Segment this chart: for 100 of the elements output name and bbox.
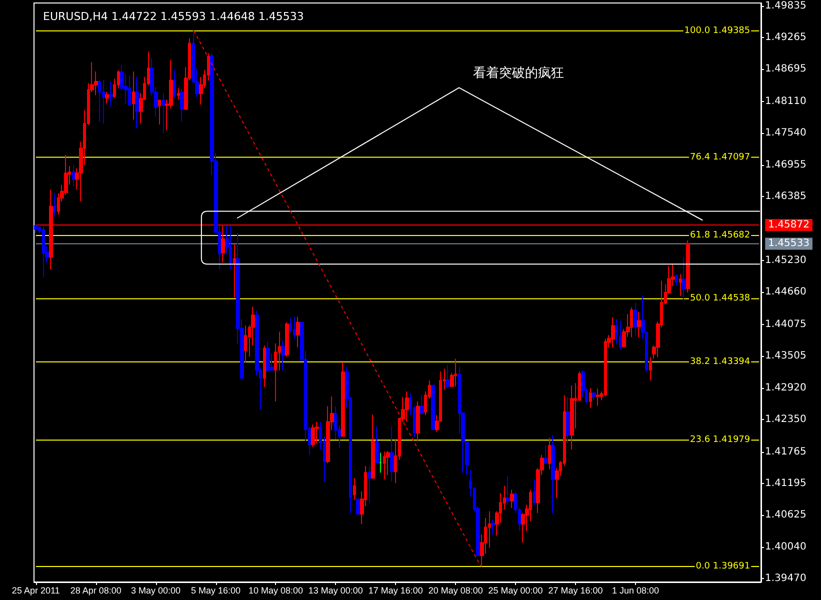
y-tick-label: 1.41195 bbox=[765, 478, 806, 489]
y-tick-label: 1.39470 bbox=[765, 573, 806, 584]
candlestick bbox=[296, 316, 300, 348]
candlestick bbox=[162, 92, 165, 134]
candlestick bbox=[266, 341, 270, 372]
candlestick bbox=[244, 325, 247, 363]
candlestick bbox=[341, 362, 345, 438]
x-tick-label: 17 May 16:00 bbox=[368, 586, 423, 596]
ref-line-label: 0.0 1.39691 bbox=[696, 561, 750, 572]
candlestick bbox=[132, 71, 135, 120]
candlestick bbox=[405, 390, 409, 422]
x-tick-label: 27 May 16:00 bbox=[548, 586, 603, 596]
y-tick-label: 1.45230 bbox=[765, 254, 806, 266]
candlestick bbox=[630, 306, 633, 338]
candlestick bbox=[390, 426, 394, 482]
candlestick bbox=[533, 479, 536, 506]
candlestick bbox=[128, 74, 131, 106]
y-tick-label: 1.49265 bbox=[765, 32, 806, 44]
candlestick bbox=[109, 80, 113, 107]
y-tick-label: 1.48695 bbox=[765, 64, 806, 75]
candlestick bbox=[293, 316, 296, 339]
y-tick-label: 1.48110 bbox=[765, 96, 806, 107]
candlestick bbox=[315, 421, 319, 444]
x-tick-label: 25 Apr 2011 bbox=[12, 586, 60, 596]
candlestick bbox=[177, 88, 180, 100]
x-tick-label: 25 May 00:00 bbox=[488, 586, 543, 596]
y-tick-label: 1.44075 bbox=[765, 318, 806, 330]
candlestick bbox=[544, 444, 547, 464]
candlestick bbox=[634, 302, 637, 336]
y-tick-label: 1.42350 bbox=[765, 414, 806, 426]
candlestick bbox=[34, 223, 38, 234]
candlestick bbox=[682, 256, 686, 301]
candlestick bbox=[98, 80, 101, 122]
candlestick bbox=[371, 414, 375, 480]
candlestick bbox=[233, 244, 236, 298]
y-tick-label: 1.46955 bbox=[765, 160, 806, 171]
ref-line-label: 61.8 1.45682 bbox=[690, 230, 750, 240]
candlestick bbox=[596, 388, 600, 406]
candlestick bbox=[42, 226, 45, 278]
x-tick-label: 28 Apr 08:00 bbox=[70, 586, 122, 596]
x-tick-label: 13 May 00:00 bbox=[308, 586, 363, 596]
ref-line-label: 38.2 1.43394 bbox=[690, 356, 750, 367]
candlestick bbox=[551, 434, 555, 514]
y-tick-label: 1.42920 bbox=[765, 382, 806, 394]
candlestick bbox=[379, 452, 382, 474]
candlestick bbox=[263, 345, 266, 388]
candlestick bbox=[611, 316, 615, 348]
x-tick-label: 1 Jun 08:00 bbox=[612, 586, 659, 596]
ref-line-label: 23.6 1.41979 bbox=[690, 435, 750, 446]
ref-line-label: 50.0 1.44538 bbox=[690, 294, 750, 304]
candlestick bbox=[356, 498, 360, 516]
candlestick bbox=[506, 476, 510, 506]
ref-line-label: 1.45872 bbox=[768, 219, 810, 230]
candlestick bbox=[158, 99, 161, 126]
ref-line-label: 1.45533 bbox=[768, 238, 810, 250]
candlestick bbox=[510, 489, 514, 508]
x-tick-label: 10 May 08:00 bbox=[248, 586, 303, 596]
candlestick bbox=[604, 338, 607, 397]
y-tick-label: 1.47540 bbox=[765, 127, 806, 138]
x-tick-label: 20 May 08:00 bbox=[428, 586, 483, 596]
candlestick bbox=[491, 519, 495, 535]
candlestick bbox=[589, 388, 592, 408]
ref-line-label: 100.0 1.49385 bbox=[684, 26, 750, 36]
candlestick bbox=[570, 384, 574, 450]
candlestick bbox=[285, 322, 289, 358]
candlestick bbox=[416, 400, 420, 442]
candlestick bbox=[446, 364, 450, 390]
candlestick bbox=[675, 274, 678, 286]
candlestick bbox=[180, 88, 184, 122]
y-tick-label: 1.41765 bbox=[765, 446, 806, 458]
candlestick bbox=[386, 450, 390, 476]
candlestick bbox=[311, 424, 315, 448]
candlestick bbox=[619, 320, 622, 350]
candlestick bbox=[135, 76, 139, 129]
candlestick bbox=[431, 384, 435, 431]
candlestick bbox=[102, 79, 105, 124]
candlestick bbox=[566, 396, 570, 444]
candlestick bbox=[281, 340, 285, 371]
candlestick bbox=[383, 451, 386, 480]
candlestick bbox=[173, 69, 176, 99]
candlestick bbox=[686, 240, 690, 294]
y-tick-label: 1.44660 bbox=[765, 286, 806, 298]
annotation: 看着突破的疯狂 bbox=[473, 64, 564, 81]
candlestick bbox=[53, 192, 56, 217]
candlestick bbox=[679, 274, 682, 296]
y-tick-label: 1.46385 bbox=[765, 191, 806, 202]
ref-line-label: 76.4 1.47097 bbox=[690, 152, 750, 162]
candlestick bbox=[637, 311, 641, 338]
candlestick bbox=[592, 391, 596, 401]
candlestick bbox=[105, 91, 109, 104]
text: EURUSD,H4 1.44722 1.45593 1.44648 1.45533 bbox=[43, 10, 304, 23]
y-tick-label: 1.49835 bbox=[765, 0, 806, 12]
candlestick bbox=[649, 356, 652, 381]
y-tick-label: 1.43505 bbox=[765, 350, 806, 362]
candlestick bbox=[420, 394, 424, 416]
candlestick bbox=[353, 478, 356, 500]
candlestick bbox=[454, 358, 457, 387]
candlestick bbox=[375, 426, 379, 464]
x-tick-label: 3 May 00:00 bbox=[131, 586, 181, 596]
y-tick-label: 1.40040 bbox=[765, 542, 806, 553]
